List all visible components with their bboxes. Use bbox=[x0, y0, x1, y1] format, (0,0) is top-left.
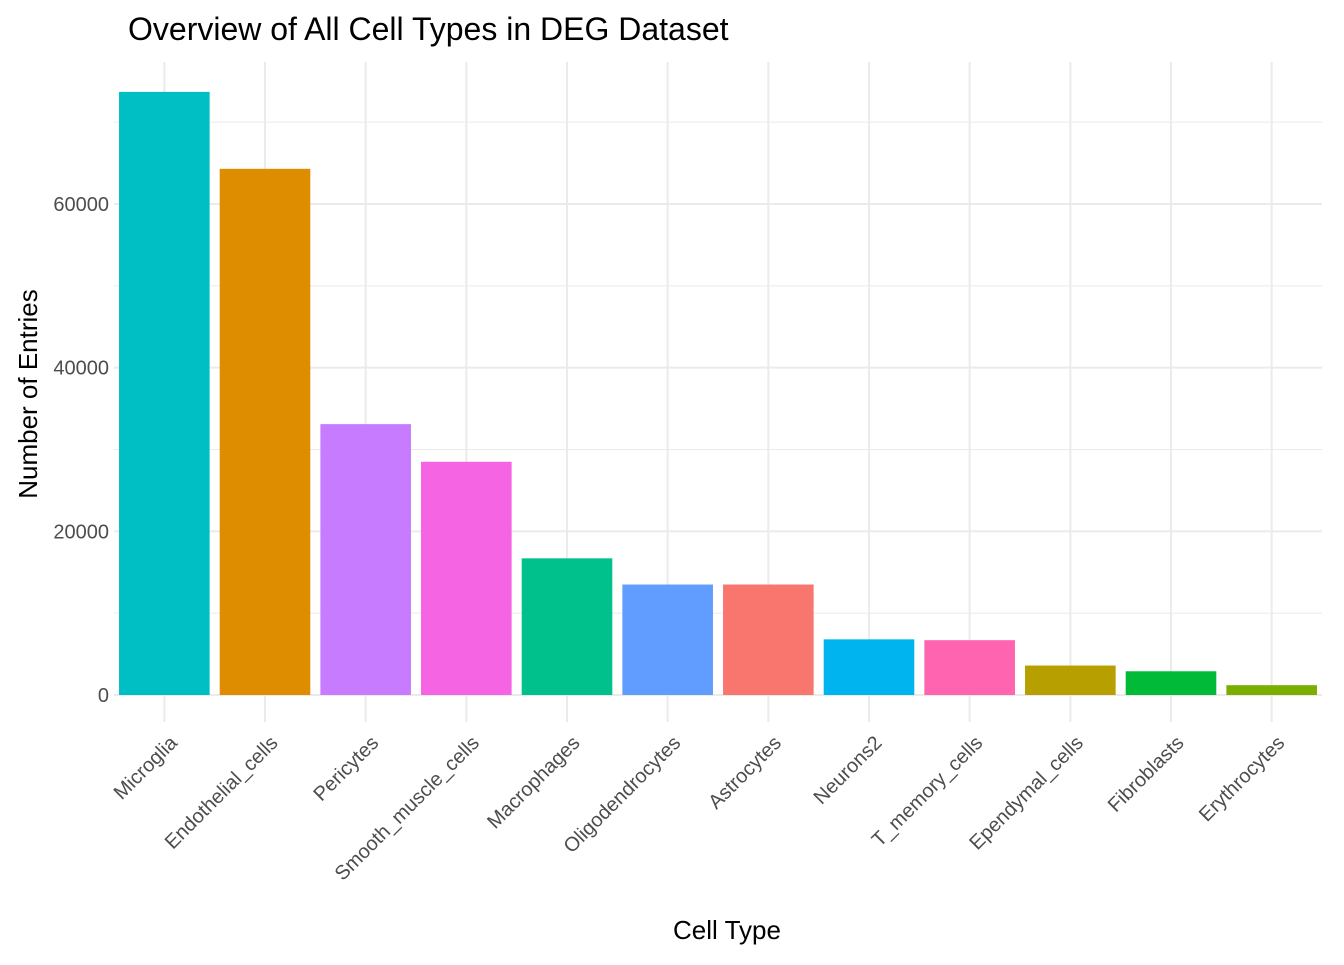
y-axis-title: Number of Entries bbox=[13, 289, 43, 499]
bar-erythrocytes bbox=[1226, 685, 1317, 695]
x-tick-label: T_memory_cells bbox=[868, 732, 987, 851]
x-axis-title: Cell Type bbox=[673, 915, 781, 945]
bar-astrocytes bbox=[723, 584, 814, 695]
chart-title: Overview of All Cell Types in DEG Datase… bbox=[128, 11, 729, 47]
bar-oligodendrocytes bbox=[622, 584, 713, 695]
bar-endothelial-cells bbox=[219, 168, 311, 696]
bar-microglia bbox=[119, 91, 210, 696]
x-tick-label: Microglia bbox=[110, 731, 183, 804]
y-tick-label: 60000 bbox=[53, 194, 109, 216]
y-tick-label: 20000 bbox=[53, 521, 109, 543]
y-tick-label: 0 bbox=[98, 685, 109, 707]
bar-neurons2 bbox=[823, 639, 915, 695]
bars bbox=[119, 91, 1317, 696]
x-tick-label: Neurons2 bbox=[810, 732, 887, 809]
bar-smooth-muscle-cells bbox=[421, 461, 512, 695]
x-tick-label: Erythrocytes bbox=[1195, 732, 1289, 826]
x-tick-label: Pericytes bbox=[309, 732, 383, 806]
y-axis-ticks: 0 20000 40000 60000 bbox=[53, 194, 109, 707]
bar-macrophages bbox=[521, 558, 613, 695]
bar-fibroblasts bbox=[1125, 671, 1217, 695]
x-tick-label: Astrocytes bbox=[704, 732, 786, 814]
bar-pericytes bbox=[320, 424, 411, 695]
bar-t-memory-cells bbox=[924, 640, 1015, 695]
y-tick-label: 40000 bbox=[53, 358, 109, 380]
bar-ependymal-cells bbox=[1025, 665, 1116, 695]
x-tick-label: Macrophages bbox=[483, 732, 584, 833]
x-tick-label: Fibroblasts bbox=[1104, 732, 1189, 817]
